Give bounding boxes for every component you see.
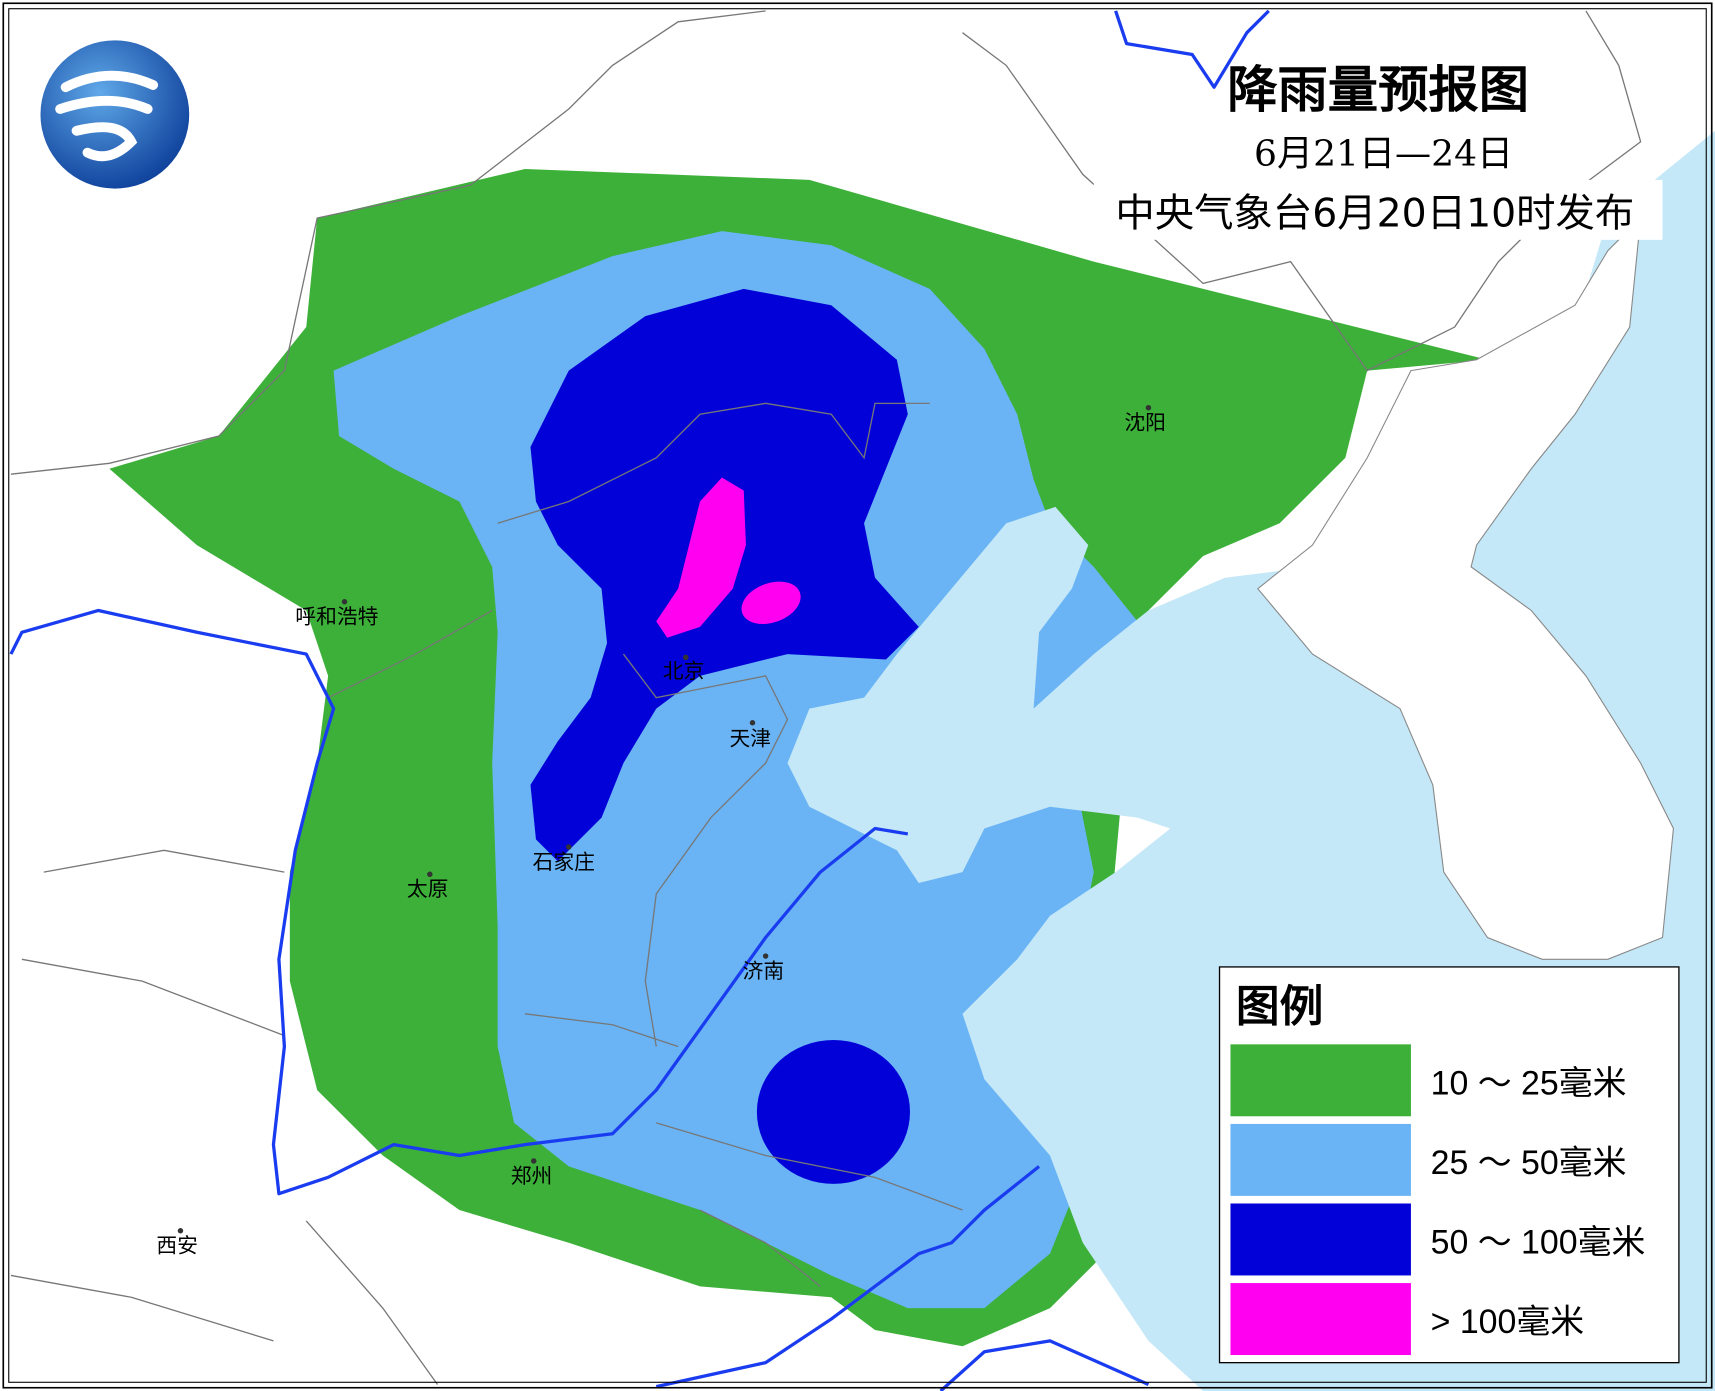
city-zhengzhou: 郑州	[511, 1158, 553, 1188]
legend-title: 图例	[1236, 982, 1323, 1033]
city-jinan: 济南	[743, 953, 785, 983]
city-tianjin: 天津	[730, 720, 772, 751]
svg-text:郑州: 郑州	[511, 1164, 553, 1188]
huai-river	[655, 1165, 1041, 1389]
yellow-river	[9, 608, 909, 1196]
svg-text:石家庄: 石家庄	[533, 850, 595, 874]
city-shijiazhuang: 石家庄	[533, 844, 595, 874]
amur-river	[1114, 9, 1270, 89]
legend-swatch-10-25	[1230, 1044, 1411, 1117]
legend-swatch-50-100	[1230, 1203, 1411, 1276]
issuer-line: 中央气象台6月20日10时发布	[1115, 192, 1634, 237]
cma-logo	[40, 40, 190, 189]
legend: 图例 10 ～ 25毫米 25 ～ 50毫米 50 ～ 100毫米 > 100毫…	[1218, 966, 1680, 1364]
legend-label: 10 ～ 25毫米	[1431, 1065, 1627, 1103]
svg-text:济南: 济南	[743, 959, 785, 983]
forecast-period: 6月21日—24日	[1254, 134, 1513, 175]
legend-label: 25 ～ 50毫米	[1431, 1144, 1627, 1182]
rain-zone-25-50	[333, 231, 1138, 1309]
svg-text:沈阳: 沈阳	[1124, 411, 1166, 435]
svg-text:北京: 北京	[663, 659, 705, 683]
city-xian: 西安	[156, 1228, 198, 1258]
svg-text:呼和浩特: 呼和浩特	[295, 605, 378, 629]
legend-label: 50 ～ 100毫米	[1431, 1224, 1646, 1262]
rain-zone-50-100-south	[756, 1039, 910, 1184]
svg-text:西安: 西安	[156, 1234, 198, 1258]
map-title: 降雨量预报图	[1227, 60, 1529, 119]
province-boundary	[10, 402, 963, 1385]
yangtze-river	[939, 1339, 1150, 1391]
city-hohhot: 呼和浩特	[295, 599, 378, 629]
svg-text:天津: 天津	[730, 727, 772, 751]
svg-text:太原: 太原	[407, 877, 449, 901]
province-boundary	[10, 10, 1642, 475]
rain-zone-over-100-east	[741, 581, 801, 625]
rain-zone-over-100	[656, 477, 746, 638]
city-taiyuan: 太原	[407, 871, 449, 901]
city-shenyang: 沈阳	[1124, 404, 1166, 435]
city-beijing: 北京	[663, 654, 705, 683]
legend-swatch-25-50	[1230, 1123, 1411, 1196]
legend-label: > 100毫米	[1431, 1303, 1585, 1341]
legend-swatch-over-100	[1230, 1283, 1411, 1356]
